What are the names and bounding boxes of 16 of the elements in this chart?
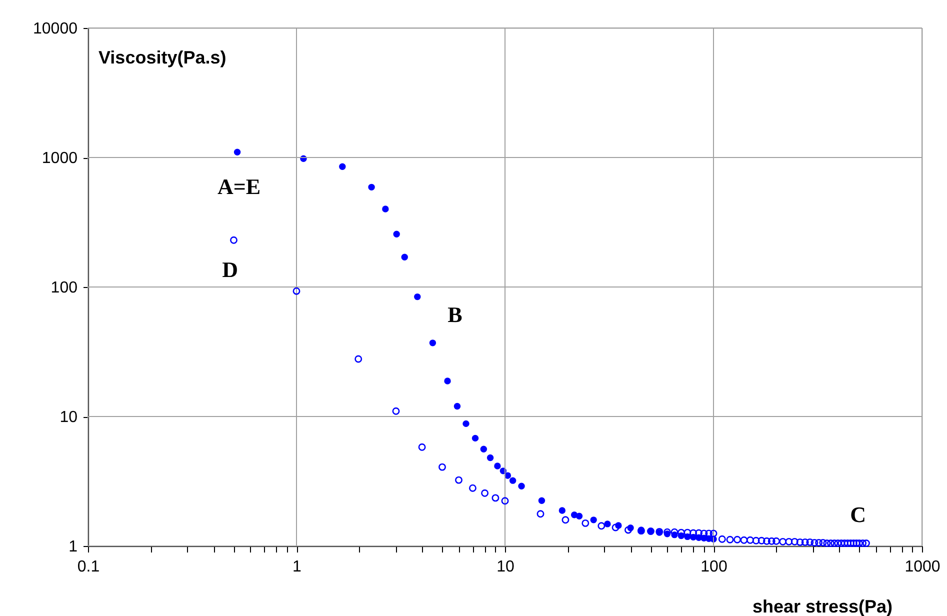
annotation: A=E: [217, 174, 261, 199]
annotation: D: [222, 257, 238, 282]
y-tick-label: 100: [50, 280, 78, 296]
annotation: C: [850, 502, 866, 527]
x-axis-title: shear stress(Pa): [752, 596, 893, 616]
x-tick-label: 100: [700, 558, 728, 576]
y-tick-label: 10: [60, 409, 78, 426]
x-tick-label: 1: [292, 558, 302, 576]
y-axis-title: Viscosity(Pa.s): [98, 48, 226, 68]
y-tick-label: 1: [68, 538, 78, 556]
x-tick-label: 1000: [904, 558, 940, 576]
annotation: B: [448, 302, 463, 327]
y-tick-label: 1000: [42, 150, 78, 167]
x-tick-label: 10: [496, 558, 514, 576]
y-tick-label: 10000: [33, 20, 78, 38]
x-tick-label: 0.1: [77, 558, 100, 576]
